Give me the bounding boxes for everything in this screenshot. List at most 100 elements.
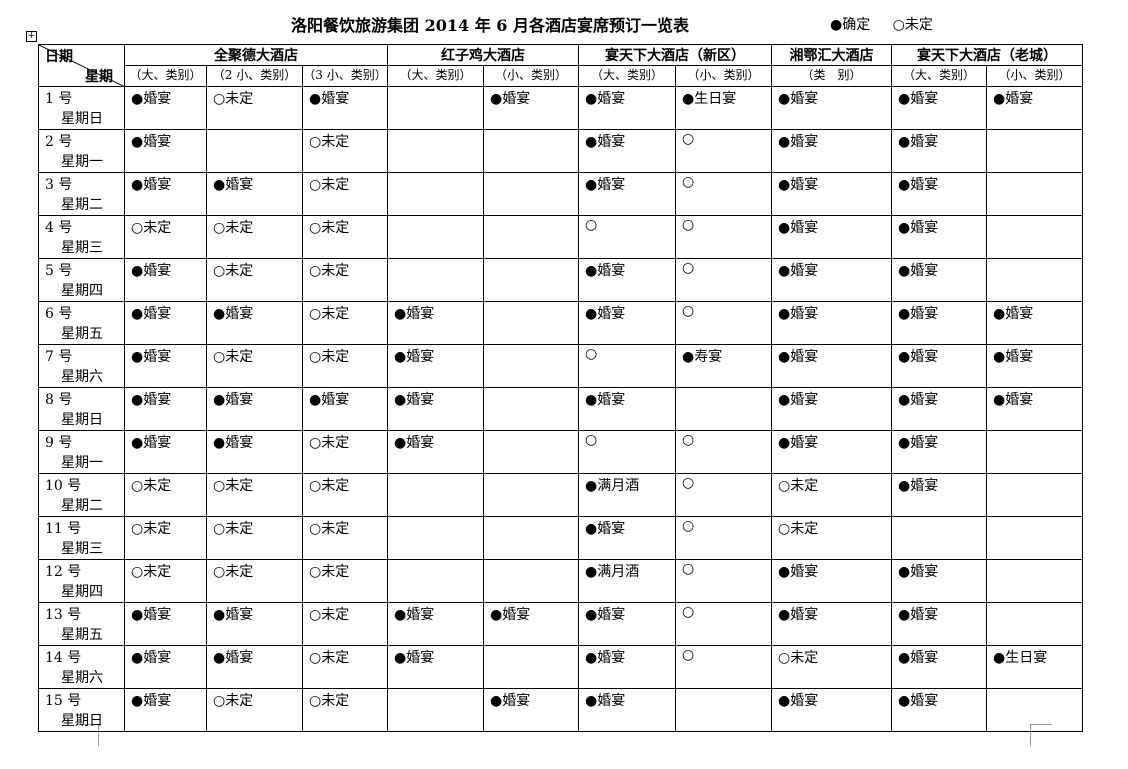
legend-pending: ○未定 xyxy=(892,17,933,33)
date-cell: 5 号星期四 xyxy=(38,258,125,302)
booking-cell: ●婚宴 xyxy=(771,86,893,130)
hotel-name: 红子鸡大酒店 xyxy=(387,44,580,66)
date-cell: 12 号星期四 xyxy=(38,559,125,603)
legend: ●确定 ○未定 xyxy=(830,14,951,34)
hotel-name: 宴天下大酒店（新区） xyxy=(578,44,773,66)
booking-cell: ●婚宴 xyxy=(891,688,988,732)
booking-cell: ○ xyxy=(675,645,773,689)
booking-cell: ○ xyxy=(675,516,773,560)
booking-cell: ●婚宴 xyxy=(483,602,580,646)
table-row: 4 号星期三 ○未定 ○未定 ○未定 ○ ○ ●婚宴 ●婚宴 xyxy=(38,215,1084,259)
booking-cell: ○ xyxy=(675,215,773,259)
weekday: 星期六 xyxy=(61,670,103,686)
booking-cell: ○未定 xyxy=(301,215,389,259)
booking-cell: ○未定 xyxy=(301,645,389,689)
booking-cell: ●婚宴 xyxy=(891,645,988,689)
date-cell: 6 号星期五 xyxy=(38,301,125,345)
booking-cell: ●婚宴 xyxy=(771,172,893,216)
booking-cell: ●婚宴 xyxy=(578,301,677,345)
booking-cell: ○ xyxy=(578,430,677,474)
table-handle[interactable]: + xyxy=(26,31,37,42)
booking-cell: ●婚宴 xyxy=(891,473,988,517)
booking-cell: ●满月酒 xyxy=(578,559,677,603)
sub-header: （类 别） xyxy=(771,65,893,87)
date-cell: 10 号星期二 xyxy=(38,473,125,517)
date-cell: 3 号星期二 xyxy=(38,172,125,216)
booking-cell: ○ xyxy=(675,258,773,302)
booking-cell: ●婚宴 xyxy=(771,559,893,603)
booking-cell: ●婚宴 xyxy=(124,86,207,130)
booking-cell: ○ xyxy=(675,559,773,603)
date-cell: 2 号星期一 xyxy=(38,129,125,173)
booking-cell: ●婚宴 xyxy=(483,688,580,732)
booking-cell xyxy=(387,473,485,517)
booking-cell: ○未定 xyxy=(771,645,893,689)
weekday: 星期六 xyxy=(61,369,103,385)
booking-cell: ○未定 xyxy=(771,516,893,560)
booking-cell: ●婚宴 xyxy=(771,430,893,474)
booking-cell xyxy=(387,86,485,130)
booking-cell xyxy=(483,215,580,259)
booking-cell xyxy=(986,172,1084,216)
date: 15 号 xyxy=(45,693,82,709)
booking-cell: ●婚宴 xyxy=(771,387,893,431)
sub-header: （大、类别） xyxy=(124,65,207,87)
table-row: 13 号星期五 ●婚宴 ●婚宴 ○未定 ●婚宴 ●婚宴 ●婚宴 ○ ●婚宴 ●婚宴 xyxy=(38,602,1084,646)
table-row: 15 号星期日 ●婚宴 ○未定 ○未定 ●婚宴 ●婚宴 ●婚宴 ●婚宴 xyxy=(38,688,1084,732)
booking-cell: ●婚宴 xyxy=(206,430,303,474)
booking-cell xyxy=(483,516,580,560)
booking-cell: ○ xyxy=(578,215,677,259)
booking-cell xyxy=(675,688,773,732)
date-cell: 4 号星期三 xyxy=(38,215,125,259)
weekday: 星期一 xyxy=(61,455,103,471)
booking-cell: ○未定 xyxy=(301,258,389,302)
booking-cell xyxy=(483,387,580,431)
weekday: 星期日 xyxy=(61,713,103,729)
booking-cell xyxy=(891,516,988,560)
table-row: 8 号星期日 ●婚宴 ●婚宴 ●婚宴 ●婚宴 ●婚宴 ●婚宴 ●婚宴 ●婚宴 xyxy=(38,387,1084,431)
booking-cell: ○未定 xyxy=(206,86,303,130)
booking-cell: ○未定 xyxy=(124,516,207,560)
table-row: 14 号星期六 ●婚宴 ●婚宴 ○未定 ●婚宴 ●婚宴 ○ ○未定 ●婚宴 ●生日宴 xyxy=(38,645,1084,689)
booking-cell: ○未定 xyxy=(301,602,389,646)
booking-cell: ●婚宴 xyxy=(771,344,893,388)
date: 11 号 xyxy=(45,521,82,537)
booking-cell xyxy=(387,559,485,603)
booking-cell: ●婚宴 xyxy=(891,129,988,173)
date-cell: 8 号星期日 xyxy=(38,387,125,431)
hotel-name: 全聚德大酒店 xyxy=(123,44,389,66)
booking-cell: ○未定 xyxy=(301,516,389,560)
booking-cell: ●生日宴 xyxy=(986,645,1084,689)
header-row: 日期 星期 全聚德大酒店 红子鸡大酒店 宴天下大酒店（新区） 湘鄂汇大酒店 宴天下大酒店（老… xyxy=(38,44,1084,87)
booking-cell: ○未定 xyxy=(301,172,389,216)
booking-cell xyxy=(986,516,1084,560)
date-cell: 13 号星期五 xyxy=(38,602,125,646)
booking-cell: ●寿宴 xyxy=(675,344,773,388)
table-row: 6 号星期五 ●婚宴 ●婚宴 ○未定 ●婚宴 ●婚宴 ○ ●婚宴 ●婚宴 ●婚宴 xyxy=(38,301,1084,345)
booking-cell: ●婚宴 xyxy=(771,688,893,732)
sub-header: （大、类别） xyxy=(891,65,988,87)
crop-mark xyxy=(98,724,99,746)
date-cell: 11 号星期三 xyxy=(38,516,125,560)
booking-cell: ●婚宴 xyxy=(986,301,1084,345)
booking-cell: ○未定 xyxy=(124,559,207,603)
booking-cell xyxy=(483,645,580,689)
date: 13 号 xyxy=(45,607,82,623)
table-row: 3 号星期二 ●婚宴 ●婚宴 ○未定 ●婚宴 ○ ●婚宴 ●婚宴 xyxy=(38,172,1084,216)
booking-table: 日期 星期 全聚德大酒店 红子鸡大酒店 宴天下大酒店（新区） 湘鄂汇大酒店 宴天下大酒店（老… xyxy=(38,44,1084,732)
header-row: （大、类别） （2 小、类别） （3 小、类别） （大、类别） （小、类别） （大、类别）… xyxy=(39,65,1084,87)
booking-cell xyxy=(986,129,1084,173)
booking-cell: ○ xyxy=(675,602,773,646)
crop-mark xyxy=(1030,724,1031,746)
table-row: 10 号星期二 ○未定 ○未定 ○未定 ●满月酒 ○ ○未定 ●婚宴 xyxy=(38,473,1084,517)
date: 1 号 xyxy=(45,91,73,107)
date: 3 号 xyxy=(45,177,73,193)
booking-cell xyxy=(986,473,1084,517)
booking-cell: ●婚宴 xyxy=(124,301,207,345)
date-cell: 9 号星期一 xyxy=(38,430,125,474)
sub-header: （2 小、类别） xyxy=(206,65,303,87)
sub-header: （小、类别） xyxy=(483,65,580,87)
booking-cell: ○未定 xyxy=(206,688,303,732)
booking-cell xyxy=(387,688,485,732)
weekday: 星期二 xyxy=(61,197,103,213)
